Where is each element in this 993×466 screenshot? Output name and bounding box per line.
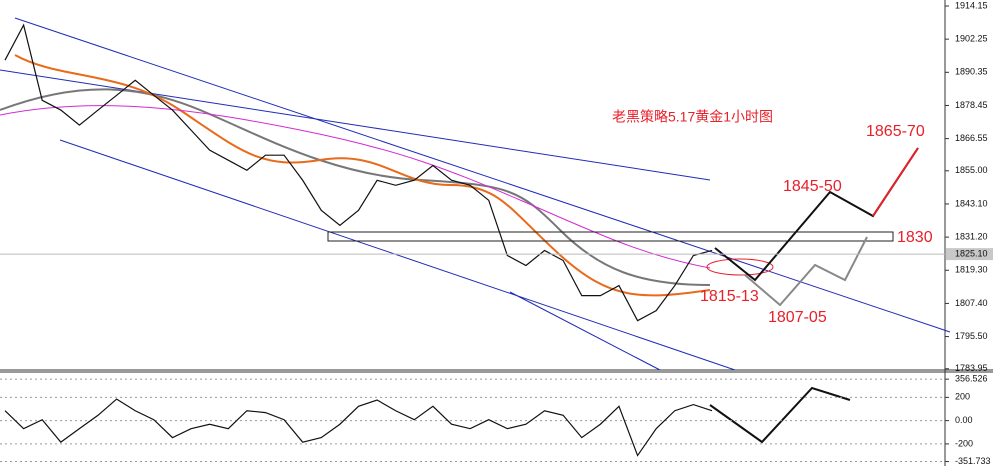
y-tick-label: 1866.55 — [955, 133, 988, 143]
y-tick-label: 1783.95 — [955, 363, 988, 373]
trend-lines — [0, 17, 951, 371]
support-ellipse — [706, 258, 774, 276]
chart-title: 老黑策略5.17黄金1小时图 — [612, 109, 773, 125]
series-line — [4, 398, 713, 457]
y-tick-label: 1855.00 — [955, 165, 988, 175]
projection-arrows — [709, 147, 919, 444]
y-tick-label: 1843.10 — [955, 198, 988, 208]
moving-average — [0, 105, 711, 269]
y-tick-label: 1878.45 — [955, 100, 988, 110]
annotation: 1845-50 — [783, 178, 842, 195]
y-tick-label: 200 — [955, 392, 970, 402]
y-tick-label: 1890.35 — [955, 67, 988, 77]
last-price-box — [946, 248, 993, 261]
y-tick-label: 1914.15 — [955, 0, 988, 10]
y-tick-label: 1831.20 — [955, 231, 988, 241]
y-tick-label: 1795.50 — [955, 331, 988, 341]
annotation: 1807-05 — [768, 309, 827, 326]
last-price-label: 1825.10 — [955, 248, 988, 258]
resistance-zone — [327, 231, 894, 242]
moving-average — [14, 54, 711, 297]
y-tick-label: 1807.40 — [955, 298, 988, 308]
annotation: 1865-70 — [866, 123, 925, 140]
annotation: 1815-13 — [700, 288, 759, 305]
y-tick-label: -200 — [955, 438, 973, 448]
y-tick-label: 1902.25 — [955, 34, 988, 44]
y-tick-label: 1819.30 — [955, 265, 988, 275]
series-line — [4, 23, 713, 322]
y-tick-label: -351.733 — [955, 456, 991, 466]
y-tick-label: 0.00 — [955, 415, 973, 425]
y-tick-label: 356.526 — [955, 374, 988, 384]
annotation: 1830 — [897, 229, 933, 246]
plot-area — [0, 0, 945, 466]
moving-average — [0, 88, 711, 286]
